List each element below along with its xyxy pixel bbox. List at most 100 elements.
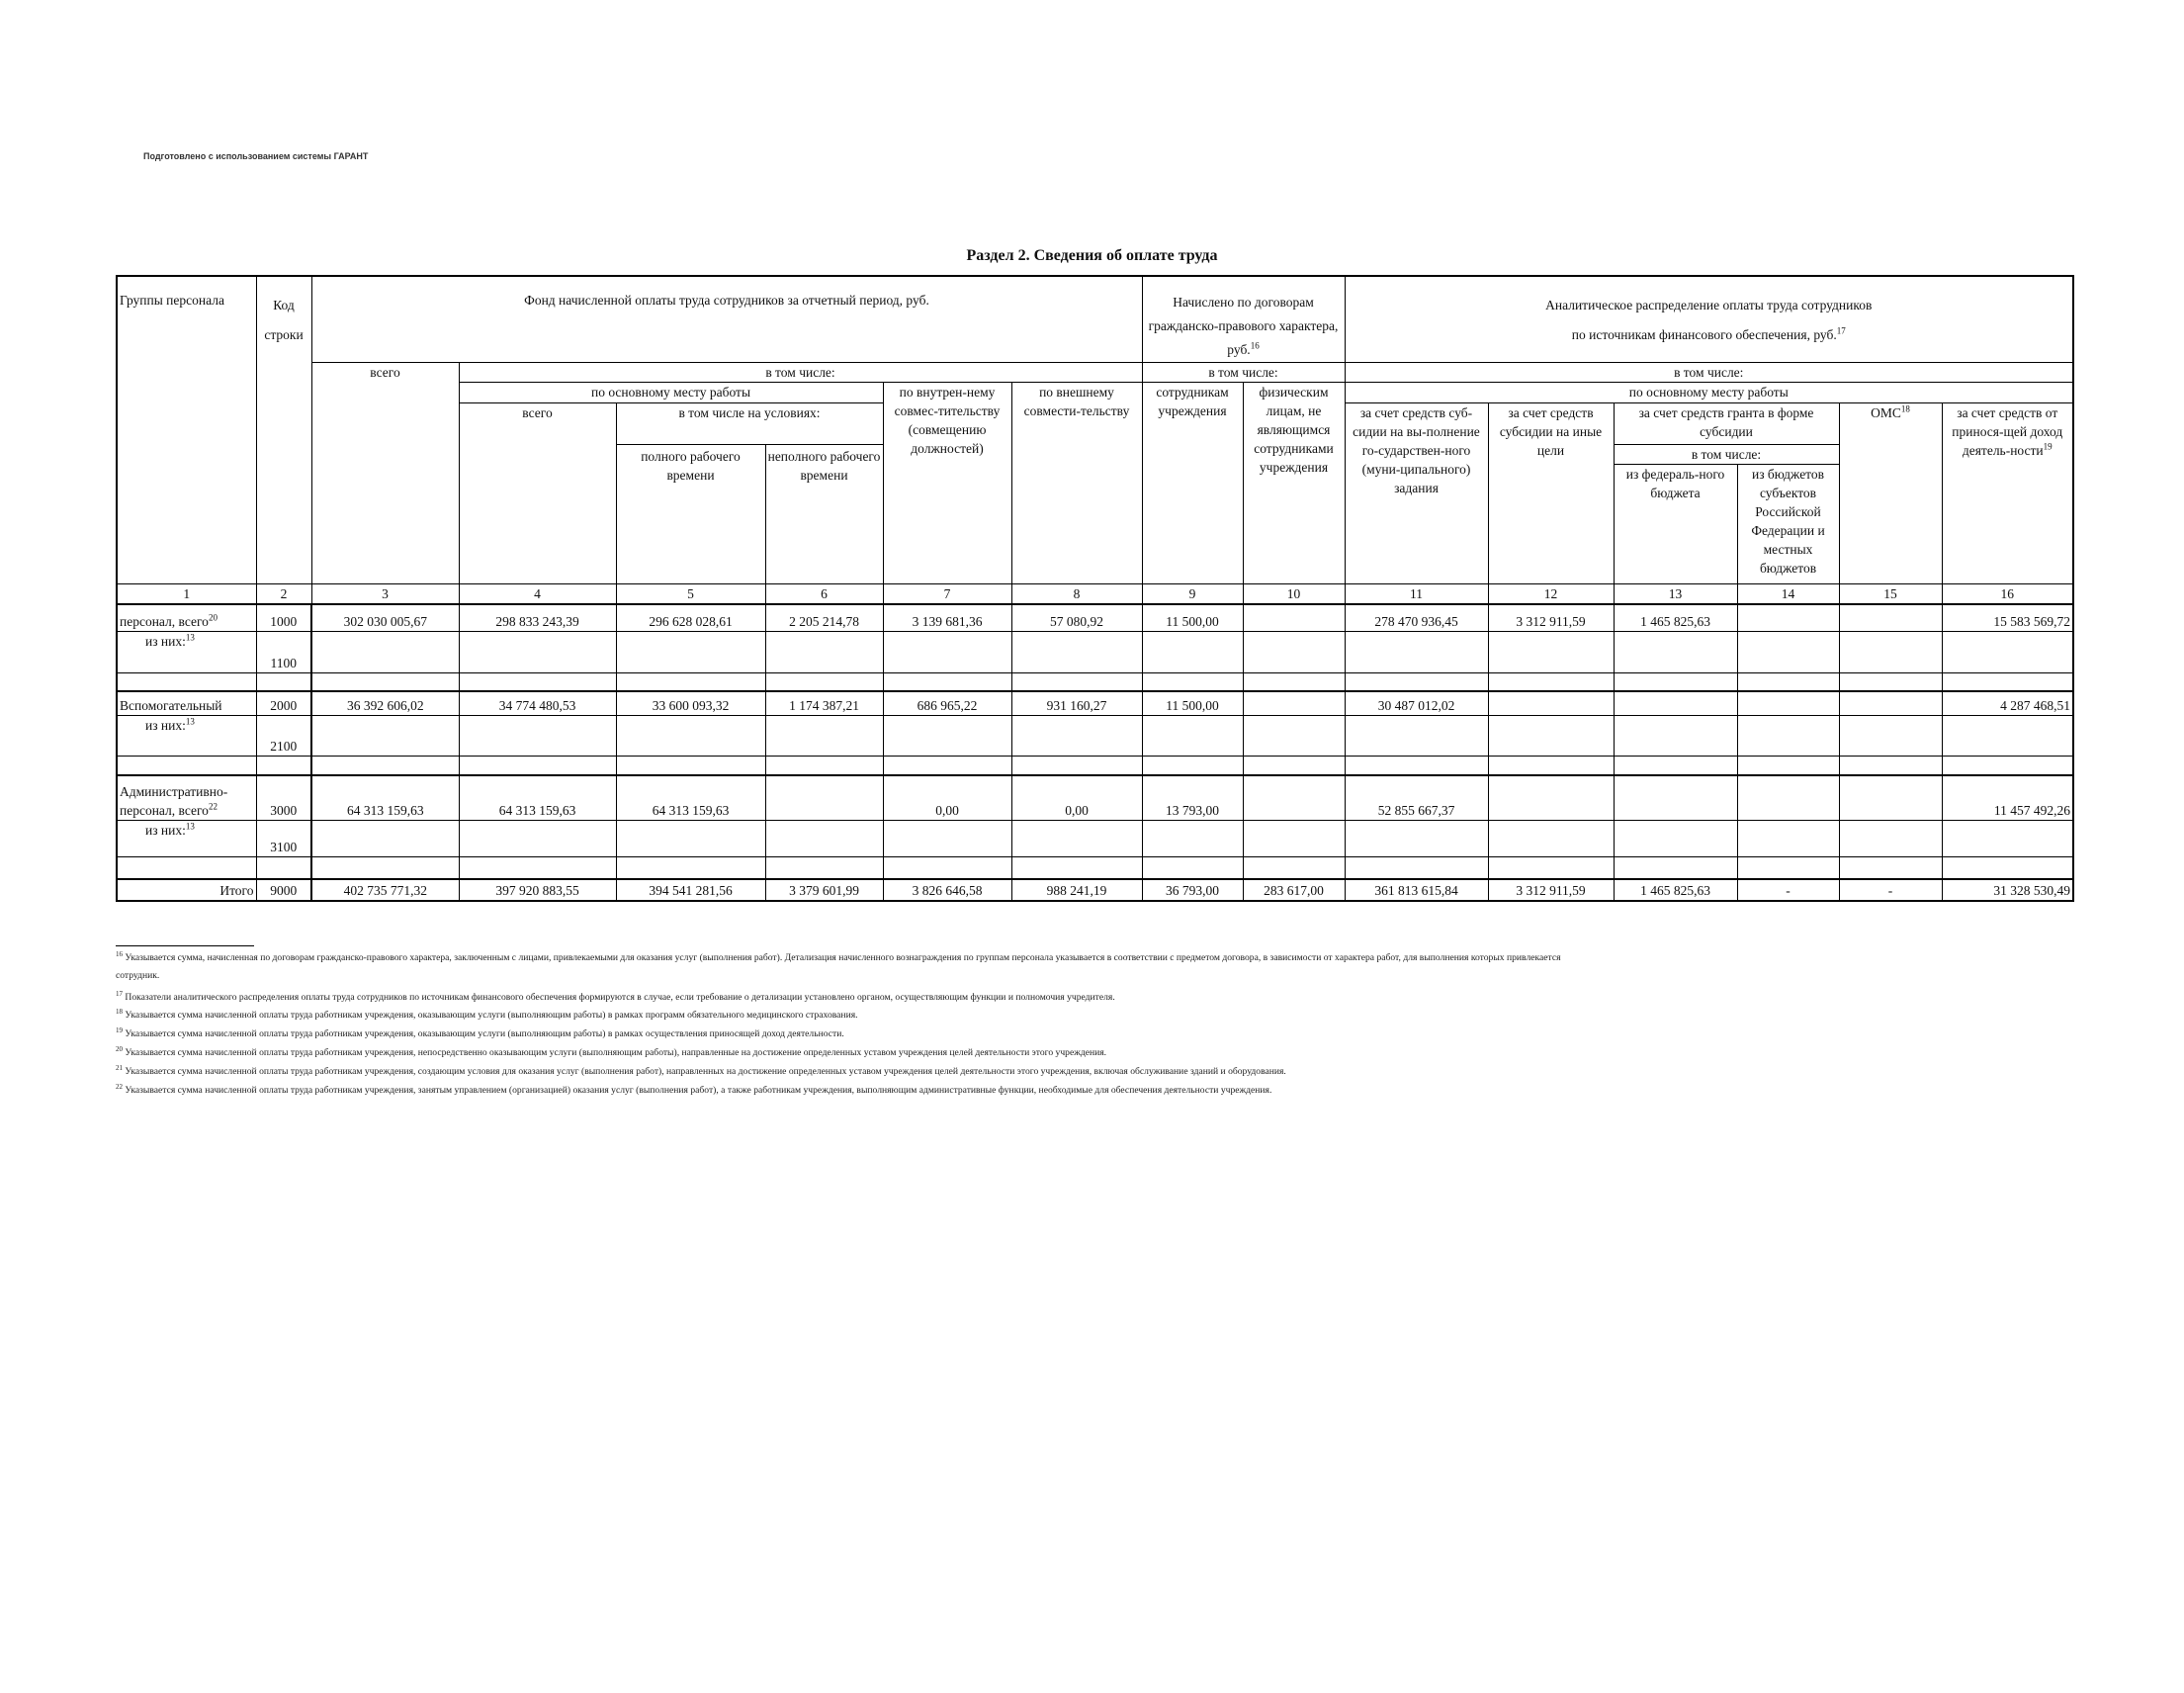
cell-col-16 — [1941, 630, 2074, 673]
row-code — [255, 855, 312, 880]
cell-col-11: 361 813 615,84 — [1344, 878, 1489, 902]
footnote-text: Показатели аналитического распределения … — [125, 992, 1115, 1003]
footnote-number: 18 — [116, 1007, 123, 1016]
footnote: 18 Указывается сумма начисленной оплаты … — [116, 1007, 858, 1021]
cell-col-7: 0,00 — [882, 774, 1012, 821]
cell-col-13 — [1613, 774, 1738, 821]
garant-note: Подготовлено с использованием системы ГА… — [143, 151, 369, 161]
row-code — [255, 671, 312, 692]
cell-col-7 — [882, 855, 1012, 880]
cell-col-8: 0,00 — [1010, 774, 1143, 821]
cell-col-14 — [1736, 755, 1840, 776]
row-label: Административно-персонал, всего22 — [116, 774, 257, 821]
cell-col-3 — [310, 755, 460, 776]
cell-col-9: 11 500,00 — [1141, 603, 1244, 632]
cell-col-4 — [458, 630, 617, 673]
cell-col-8 — [1010, 714, 1143, 757]
row-label: из них:13 — [116, 819, 257, 857]
row-label: из них:13 — [116, 630, 257, 673]
cell-col-11: 278 470 936,45 — [1344, 603, 1489, 632]
column-number: 16 — [1941, 583, 2074, 605]
header-analytic: Аналитическое распределение оплаты труда… — [1344, 275, 2074, 363]
cell-col-10 — [1242, 819, 1346, 857]
row-label-text: Вспомогательный — [120, 697, 222, 713]
header-including-analytic: в том числе: — [1344, 362, 2074, 383]
cell-col-12 — [1487, 690, 1615, 716]
cell-col-11 — [1344, 755, 1489, 776]
cell-col-11 — [1344, 819, 1489, 857]
cell-col-7 — [882, 819, 1012, 857]
row-label-text: из них: — [145, 633, 186, 649]
column-number: 14 — [1736, 583, 1840, 605]
header-including-fund: в том числе: — [458, 362, 1143, 383]
cell-col-12 — [1487, 630, 1615, 673]
payroll-table: Группы персонала Код строки Фонд начисле… — [116, 275, 2074, 902]
footnote-text: Указывается сумма начисленной оплаты тру… — [125, 1085, 1272, 1096]
column-number: 13 — [1613, 583, 1738, 605]
header-full-time: полного рабочего времени — [615, 444, 766, 584]
cell-col-10 — [1242, 630, 1346, 673]
cell-col-6: 3 379 601,99 — [764, 878, 884, 902]
column-number: 15 — [1838, 583, 1943, 605]
row-code: 9000 — [255, 878, 312, 902]
cell-col-16: 31 328 530,49 — [1941, 878, 2074, 902]
cell-col-9 — [1141, 819, 1244, 857]
cell-col-14 — [1736, 855, 1840, 880]
cell-col-12 — [1487, 671, 1615, 692]
column-numbers-row: 1 2 3 4 5 6 7 8 9 10 11 12 13 14 15 16 — [116, 583, 2074, 605]
cell-col-14 — [1736, 630, 1840, 673]
row-label-text: из них: — [145, 822, 186, 838]
footnote: 16 Указывается сумма, начисленная по дог… — [116, 950, 1561, 963]
cell-col-15 — [1838, 855, 1943, 880]
footnote-text: Указывается сумма, начисленная по догово… — [125, 952, 1561, 963]
cell-col-14 — [1736, 671, 1840, 692]
footnote: 17 Показатели аналитического распределен… — [116, 990, 1115, 1003]
cell-col-4 — [458, 819, 617, 857]
cell-col-9: 36 793,00 — [1141, 878, 1244, 902]
cell-col-4 — [458, 855, 617, 880]
total-row: Итого 9000 402 735 771,32 397 920 883,55 394… — [116, 878, 2074, 902]
column-number: 8 — [1010, 583, 1143, 605]
cell-col-15 — [1838, 819, 1943, 857]
cell-col-10 — [1242, 774, 1346, 821]
cell-col-10 — [1242, 855, 1346, 880]
cell-col-11 — [1344, 714, 1489, 757]
row-label — [116, 755, 257, 776]
cell-col-11: 52 855 667,37 — [1344, 774, 1489, 821]
cell-col-5: 394 541 281,56 — [615, 878, 766, 902]
header-total: всего — [310, 362, 460, 584]
cell-col-6: 1 174 387,21 — [764, 690, 884, 716]
footnote-ref: 13 — [185, 632, 195, 642]
cell-col-12 — [1487, 819, 1615, 857]
table-row — [116, 755, 2074, 776]
cell-col-7 — [882, 671, 1012, 692]
cell-col-6 — [764, 755, 884, 776]
header-internal: по внутрен-нему совмес-тительству (совме… — [882, 382, 1012, 584]
footnote-divider — [116, 945, 254, 946]
cell-col-9 — [1141, 855, 1244, 880]
footnote-ref: 22 — [208, 801, 218, 811]
cell-col-16 — [1941, 755, 2074, 776]
cell-col-4: 64 313 159,63 — [458, 774, 617, 821]
cell-col-3 — [310, 819, 460, 857]
cell-col-9 — [1141, 755, 1244, 776]
footnote-text: Указывается сумма начисленной оплаты тру… — [125, 1066, 1286, 1077]
cell-col-14 — [1736, 603, 1840, 632]
cell-col-10 — [1242, 690, 1346, 716]
cell-col-15 — [1838, 774, 1943, 821]
header-federal: из федераль-ного бюджета — [1613, 464, 1738, 584]
table-row: из них:13 1100 — [116, 630, 2074, 673]
cell-col-11 — [1344, 630, 1489, 673]
header-groups: Группы персонала — [116, 275, 257, 584]
cell-col-10: 283 617,00 — [1242, 878, 1346, 902]
cell-col-8 — [1010, 819, 1143, 857]
cell-col-5 — [615, 855, 766, 880]
cell-col-13 — [1613, 630, 1738, 673]
footnote-ref: 13 — [185, 821, 195, 831]
table-row: Вспомогательный 2000 36 392 606,02 34 774 4… — [116, 690, 2074, 716]
cell-col-8 — [1010, 855, 1143, 880]
footnote-text: Указывается сумма начисленной оплаты тру… — [125, 1047, 1107, 1058]
header-employees: сотрудникам учреждения — [1141, 382, 1244, 584]
cell-col-14 — [1736, 714, 1840, 757]
cell-col-16: 15 583 569,72 — [1941, 603, 2074, 632]
